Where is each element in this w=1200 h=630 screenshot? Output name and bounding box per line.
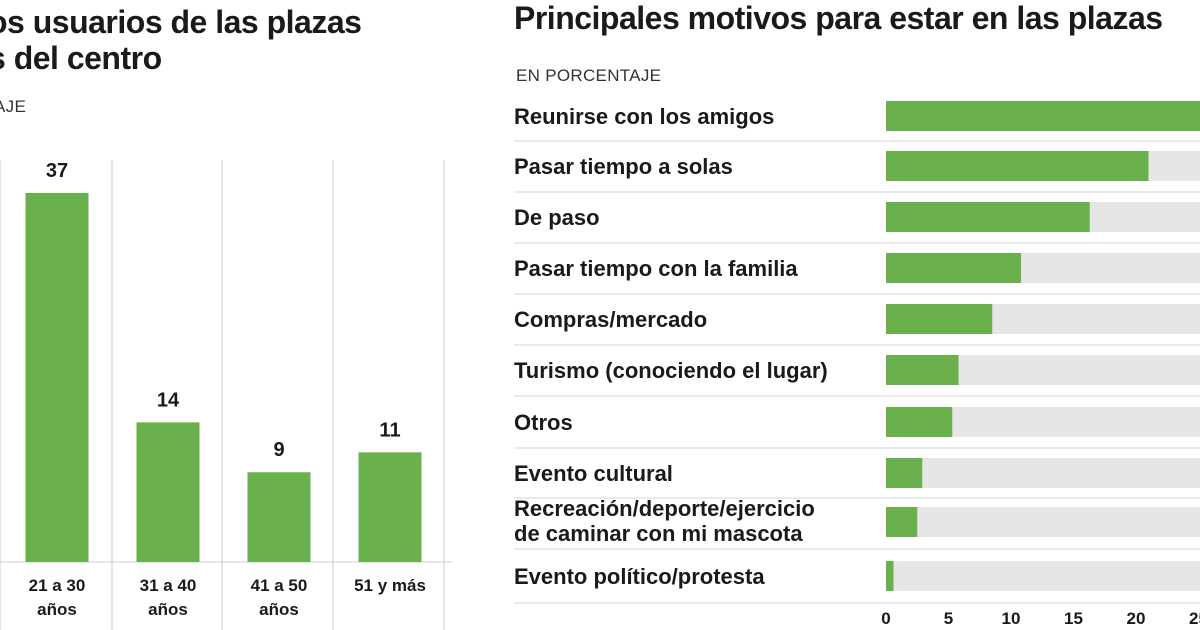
column-category-label: 31 a 40 xyxy=(140,576,197,595)
column-value-label: 11 xyxy=(379,419,400,441)
bar-track xyxy=(886,561,1200,591)
bar xyxy=(886,355,959,385)
bar xyxy=(886,253,1021,283)
right-chart-title: Principales motivos para estar en las pl… xyxy=(514,0,1163,36)
x-tick-label: 15 xyxy=(1064,609,1083,628)
right-unit-label: EN PORCENTAJE xyxy=(516,66,662,85)
column-category-label: 51 y más xyxy=(354,576,426,595)
x-tick-label: 5 xyxy=(944,609,953,628)
column-category-label: años xyxy=(148,600,188,619)
category-label: de caminar con mi mascota xyxy=(514,521,803,546)
category-label: Turismo (conociendo el lugar) xyxy=(514,358,828,383)
x-tick-label: 0 xyxy=(881,609,890,628)
x-tick-label: 10 xyxy=(1002,609,1021,628)
bar xyxy=(886,507,918,537)
bar xyxy=(886,151,1149,181)
bar xyxy=(886,101,1200,131)
bar xyxy=(886,561,894,591)
column-value-label: 14 xyxy=(157,389,180,411)
column-bar xyxy=(136,422,200,562)
category-label: Otros xyxy=(514,410,573,435)
category-label: De paso xyxy=(514,205,600,230)
column-bar xyxy=(358,452,422,562)
column-category-label: 41 a 50 xyxy=(251,576,308,595)
bar xyxy=(886,407,953,437)
column-value-label: 9 xyxy=(273,439,284,461)
category-label: Recreación/deporte/ejercicio xyxy=(514,496,815,521)
column-bar xyxy=(25,193,89,562)
category-label: Pasar tiempo con la familia xyxy=(514,256,798,281)
left-chart-title: os usuarios de las plazas s del centro xyxy=(0,4,362,76)
bar xyxy=(886,458,923,488)
bar xyxy=(886,202,1090,232)
bar xyxy=(886,304,993,334)
column-category-label: 21 a 30 xyxy=(29,576,86,595)
age-column-chart: 37 21 a 30 años 14 31 a 40 años 9 41 a 50 años 11… xyxy=(0,160,452,630)
category-label: Evento cultural xyxy=(514,461,673,486)
x-tick-label: 20 xyxy=(1127,609,1146,628)
category-label: Reunirse con los amigos xyxy=(514,104,774,129)
bar-track xyxy=(886,458,1200,488)
column-bar xyxy=(247,472,311,562)
column-value-label: 37 xyxy=(46,160,68,182)
category-label: Evento político/protesta xyxy=(514,564,765,589)
column-category-label: años xyxy=(37,600,77,619)
category-label: Pasar tiempo a solas xyxy=(514,154,733,179)
x-tick-label: 25 xyxy=(1189,609,1200,628)
bar-track xyxy=(886,507,1200,537)
category-label: Compras/mercado xyxy=(514,307,707,332)
left-unit-label: AJE xyxy=(0,97,27,116)
left-title-line-2: s del centro xyxy=(0,40,162,76)
reasons-bar-chart: Reunirse con los amigos Pasar tiempo a so… xyxy=(514,101,1200,628)
column-category-label: años xyxy=(259,600,299,619)
left-title-line-1: os usuarios de las plazas xyxy=(0,4,362,40)
